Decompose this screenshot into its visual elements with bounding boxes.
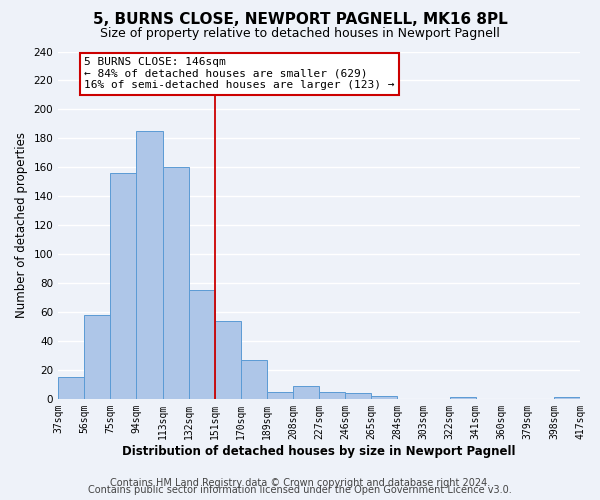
Bar	[84, 315, 110, 399]
Bar	[163, 168, 188, 399]
Bar	[554, 398, 580, 399]
Bar	[319, 392, 345, 399]
Text: 5 BURNS CLOSE: 146sqm
← 84% of detached houses are smaller (629)
16% of semi-det: 5 BURNS CLOSE: 146sqm ← 84% of detached …	[84, 58, 395, 90]
Text: 5, BURNS CLOSE, NEWPORT PAGNELL, MK16 8PL: 5, BURNS CLOSE, NEWPORT PAGNELL, MK16 8P…	[92, 12, 508, 28]
Text: Contains public sector information licensed under the Open Government Licence v3: Contains public sector information licen…	[88, 485, 512, 495]
Bar	[345, 393, 371, 399]
Bar	[449, 398, 476, 399]
Bar	[58, 377, 84, 399]
Text: Contains HM Land Registry data © Crown copyright and database right 2024.: Contains HM Land Registry data © Crown c…	[110, 478, 490, 488]
Bar	[241, 360, 267, 399]
Bar	[110, 173, 136, 399]
Bar	[371, 396, 397, 399]
Bar	[136, 131, 163, 399]
Bar	[267, 392, 293, 399]
Bar	[293, 386, 319, 399]
Y-axis label: Number of detached properties: Number of detached properties	[15, 132, 28, 318]
Bar	[215, 320, 241, 399]
Text: Size of property relative to detached houses in Newport Pagnell: Size of property relative to detached ho…	[100, 28, 500, 40]
X-axis label: Distribution of detached houses by size in Newport Pagnell: Distribution of detached houses by size …	[122, 444, 516, 458]
Bar	[188, 290, 215, 399]
